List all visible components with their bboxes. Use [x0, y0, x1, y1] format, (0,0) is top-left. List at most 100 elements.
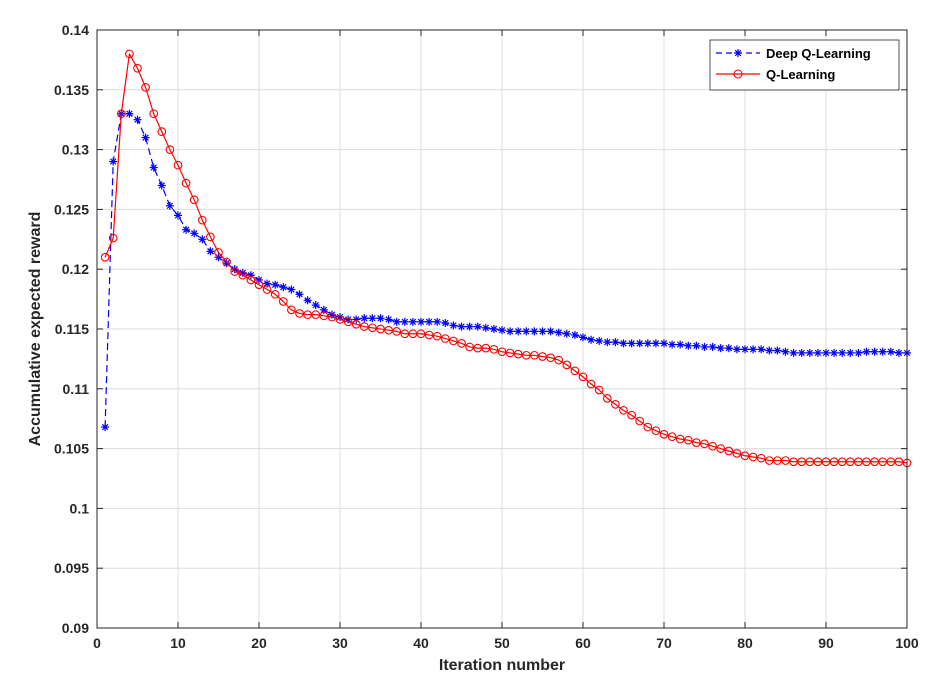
data-point — [311, 310, 321, 319]
series-deep-q-learning — [101, 109, 911, 432]
data-point — [554, 355, 564, 365]
data-point — [870, 347, 879, 356]
data-point — [343, 317, 353, 327]
data-point — [822, 348, 830, 357]
data-point — [133, 63, 142, 73]
data-point — [854, 348, 863, 357]
data-point — [603, 338, 612, 347]
data-point — [481, 323, 490, 332]
data-point — [708, 441, 717, 451]
data-point — [846, 348, 855, 357]
data-point — [627, 410, 636, 420]
data-point — [498, 326, 506, 335]
data-point — [157, 181, 166, 190]
y-tick-label: 0.1 — [70, 500, 90, 516]
data-point — [741, 345, 749, 354]
y-tick-label: 0.115 — [55, 321, 89, 337]
data-point — [335, 315, 345, 324]
data-point — [279, 283, 288, 292]
x-tick-label: 50 — [494, 635, 510, 651]
data-point — [441, 319, 450, 328]
data-point — [125, 109, 134, 118]
data-point — [667, 432, 677, 441]
data-point — [246, 275, 256, 285]
series-group — [100, 49, 912, 468]
x-tick-label: 0 — [93, 635, 101, 651]
data-point — [748, 452, 758, 462]
data-point — [287, 285, 296, 294]
x-tick-label: 80 — [737, 635, 753, 651]
data-point — [586, 379, 596, 389]
data-point — [376, 324, 385, 334]
data-point — [578, 372, 588, 382]
data-point — [432, 331, 442, 341]
data-point — [206, 232, 215, 242]
legend-label-q-learning: Q-Learning — [766, 67, 835, 82]
data-point — [190, 229, 199, 238]
data-point — [384, 315, 393, 324]
data-point — [643, 339, 652, 348]
data-point — [562, 329, 571, 338]
data-point — [497, 347, 507, 357]
data-point — [878, 347, 887, 356]
data-point — [295, 309, 304, 318]
x-axis-label: Iteration number — [439, 657, 565, 674]
data-point — [189, 195, 199, 205]
data-point — [789, 348, 798, 357]
y-tick-label: 0.095 — [54, 560, 89, 576]
data-point — [668, 340, 677, 349]
data-point — [838, 348, 847, 357]
data-point — [400, 317, 409, 326]
data-point — [765, 346, 774, 355]
data-point — [101, 423, 110, 432]
data-point — [505, 348, 515, 358]
x-tick-label: 20 — [251, 635, 267, 651]
x-tick-label: 40 — [413, 635, 429, 651]
y-tick-label: 0.11 — [63, 381, 90, 397]
data-point — [749, 345, 758, 354]
data-point — [554, 328, 563, 337]
y-tick-label: 0.14 — [62, 22, 89, 38]
data-point — [125, 49, 134, 59]
data-point — [692, 341, 701, 350]
y-tick-label: 0.12 — [62, 261, 89, 277]
data-point — [538, 327, 547, 336]
series-q-learning — [100, 49, 912, 468]
y-tick-label: 0.125 — [54, 201, 89, 217]
data-point — [635, 416, 645, 426]
data-point — [651, 426, 661, 436]
data-point — [263, 279, 272, 288]
data-point — [683, 435, 693, 445]
data-point — [619, 405, 628, 415]
y-tick-label: 0.135 — [54, 82, 89, 98]
data-point — [133, 115, 142, 124]
data-point — [506, 327, 515, 336]
data-point — [660, 339, 668, 348]
data-point — [805, 348, 814, 357]
data-point — [206, 247, 215, 256]
data-point — [238, 270, 248, 280]
data-point — [230, 267, 240, 276]
data-point — [262, 285, 272, 294]
data-point — [424, 330, 434, 340]
data-point — [449, 336, 458, 346]
data-point — [214, 248, 223, 257]
data-point — [376, 314, 385, 323]
data-point — [732, 345, 741, 354]
data-point — [675, 434, 685, 444]
legend-label-deep-q-learning: Deep Q-Learning — [766, 46, 871, 61]
data-point — [514, 327, 523, 336]
data-point — [327, 312, 337, 322]
y-tick-label: 0.105 — [54, 441, 89, 457]
data-point — [570, 366, 580, 376]
data-point — [116, 109, 126, 119]
data-point — [756, 453, 766, 463]
data-point — [602, 394, 612, 403]
data-point — [886, 347, 895, 356]
y-tick-label: 0.09 — [62, 620, 89, 636]
data-point — [619, 339, 628, 348]
data-point — [465, 342, 474, 352]
data-point — [457, 322, 466, 331]
data-point — [100, 252, 110, 262]
